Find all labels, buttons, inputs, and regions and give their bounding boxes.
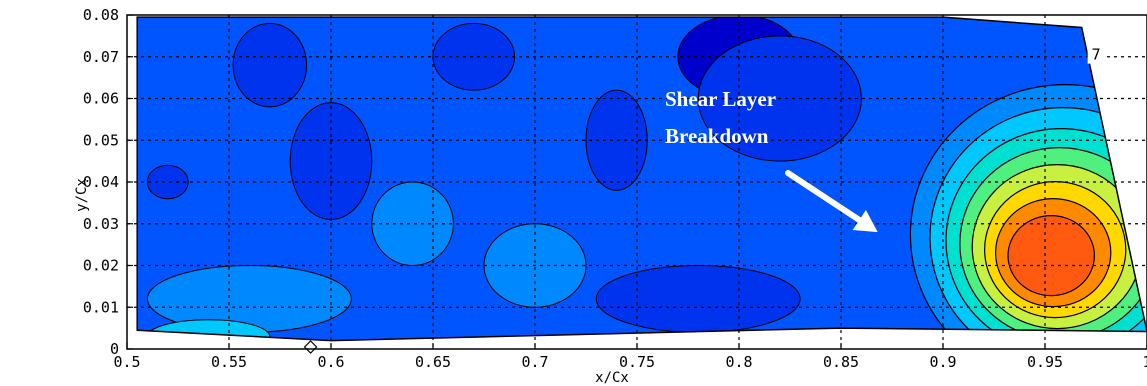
x-tick-label: 0.75 bbox=[619, 353, 655, 371]
annotation-arrow bbox=[785, 170, 878, 233]
contour-blob bbox=[232, 22, 308, 108]
x-tick-label: 0.6 bbox=[317, 353, 344, 371]
y-tick-label: 0.08 bbox=[83, 6, 119, 24]
x-axis-label: x/Cx bbox=[595, 370, 629, 386]
y-tick-label: 0.07 bbox=[83, 48, 119, 66]
data-region-outline bbox=[136, 16, 1147, 342]
contour-blob bbox=[371, 181, 454, 266]
y-tick-label: 0 bbox=[110, 340, 119, 358]
contour-blob bbox=[432, 22, 516, 91]
x-tick-label: 0.7 bbox=[521, 353, 548, 371]
axis-ticks: 0.5 0.55 0.6 0.65 0.7 0.75 0.8 0.85 0.9 0.95 1 0 0.0… bbox=[83, 6, 1147, 371]
y-tick-label: 0.06 bbox=[83, 90, 119, 108]
x-tick-label: 0.65 bbox=[415, 353, 451, 371]
y-axis-label: y/Cx bbox=[74, 178, 90, 212]
x-tick-label: 0.5 bbox=[113, 353, 140, 371]
x-tick-label: 0.85 bbox=[823, 353, 859, 371]
y-tick-label: 0.01 bbox=[83, 298, 119, 316]
annotation-shear-layer: Shear Layer bbox=[665, 87, 776, 111]
x-tick-label: 0.55 bbox=[211, 353, 247, 371]
x-tick-label: 0.8 bbox=[725, 353, 752, 371]
contour-blob bbox=[146, 164, 189, 200]
x-tick-label: 1 bbox=[1142, 353, 1147, 371]
contour-label-bg bbox=[1087, 45, 1104, 64]
y-tick-label: 0.02 bbox=[83, 257, 119, 275]
contour-band-level-10 bbox=[1007, 215, 1095, 297]
y-tick-label: 0.04 bbox=[83, 173, 119, 191]
diamond-marker-shape bbox=[303, 340, 318, 354]
annotation-breakdown: Breakdown bbox=[665, 124, 769, 148]
x-tick-label: 0.95 bbox=[1027, 353, 1063, 371]
diamond-marker bbox=[303, 340, 318, 354]
contour-level-label: 7 bbox=[1092, 46, 1101, 64]
y-tick-label: 0.03 bbox=[83, 215, 119, 233]
contour-blob bbox=[595, 265, 801, 333]
grid-lines bbox=[127, 15, 1147, 349]
y-tick-label: 0.05 bbox=[83, 131, 119, 149]
x-tick-label: 0.9 bbox=[929, 353, 956, 371]
